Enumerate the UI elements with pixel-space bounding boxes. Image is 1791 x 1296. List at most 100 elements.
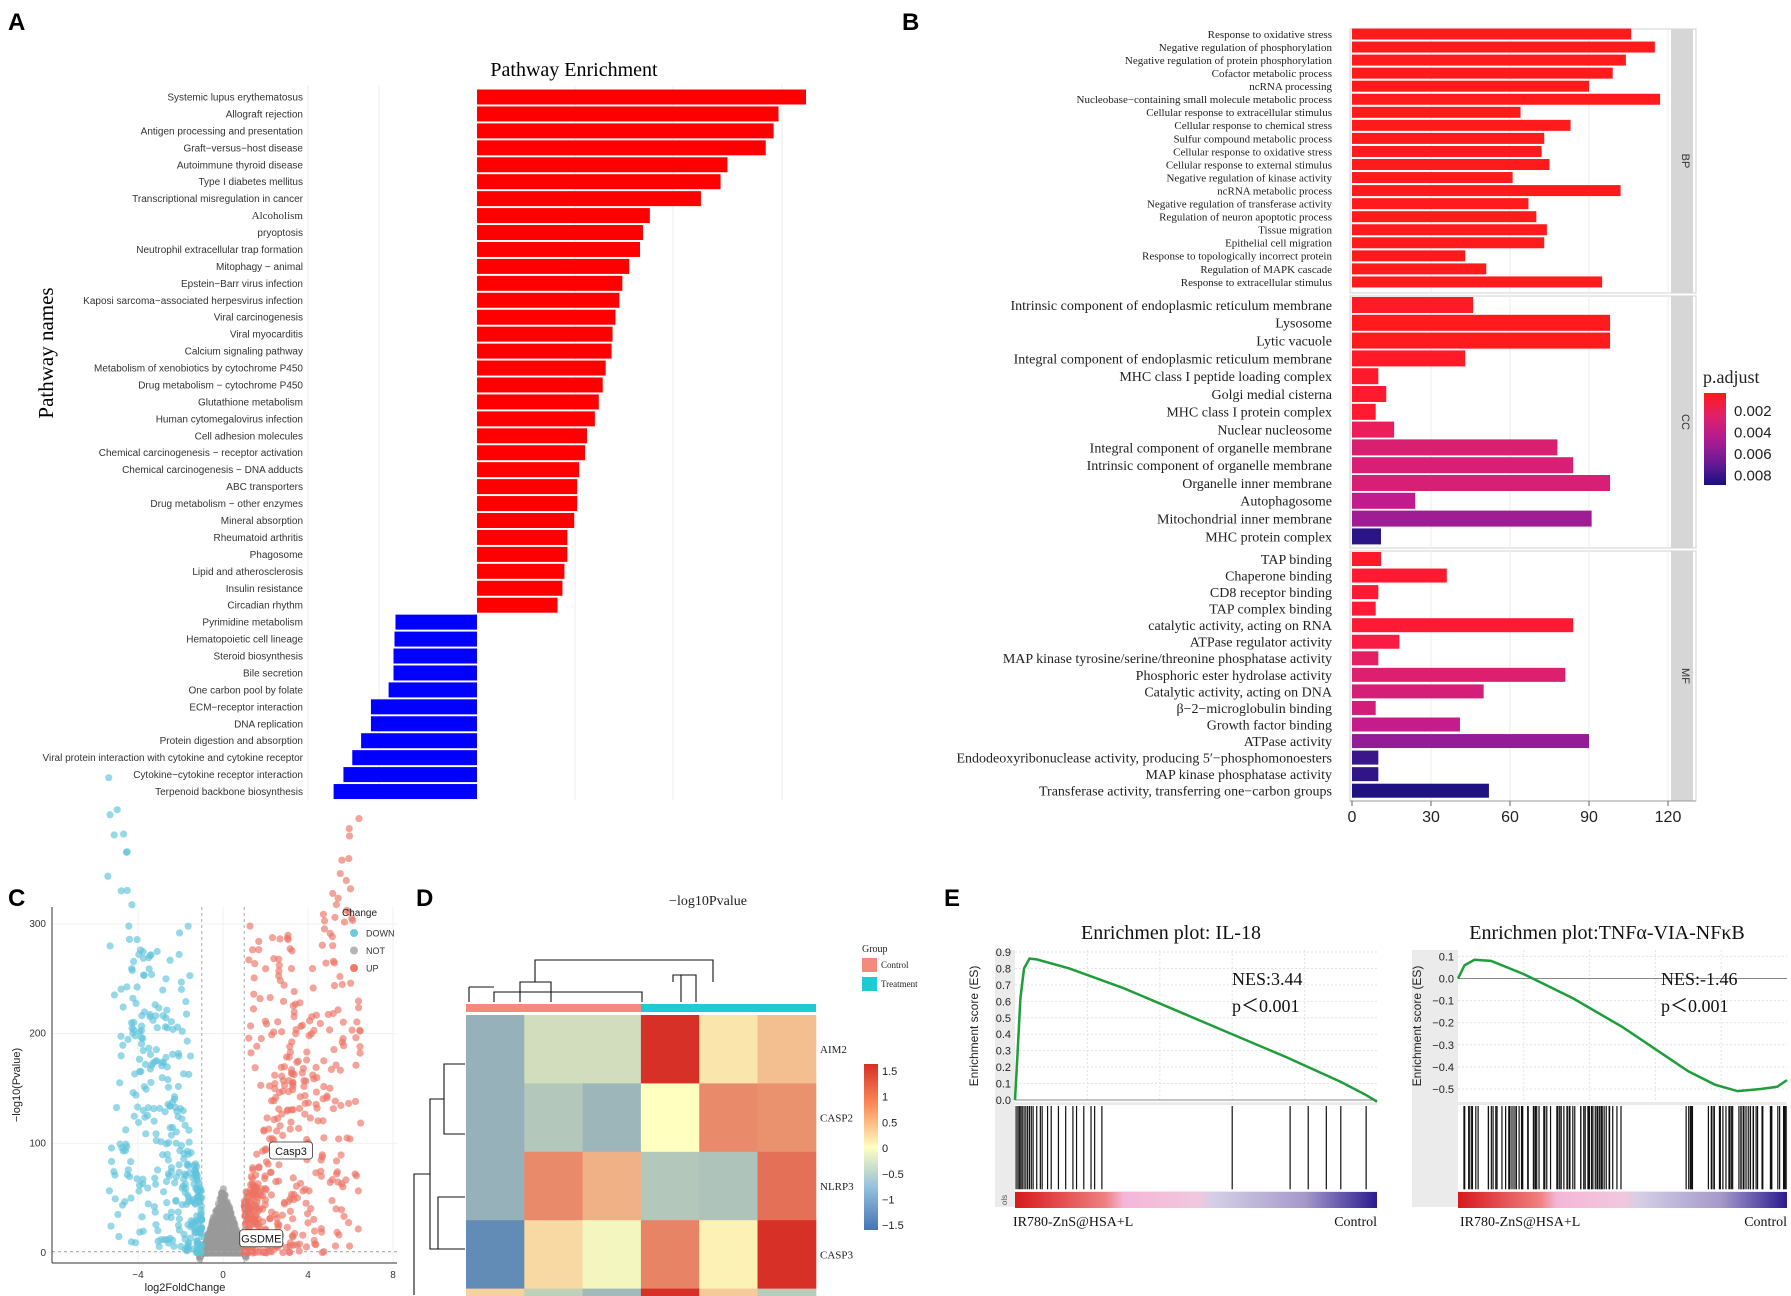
left-phenotype-label: IR780-ZnS@HSA+L: [1013, 1215, 1133, 1230]
scatter-point-c: [275, 1161, 283, 1169]
scatter-point-c: [107, 1222, 115, 1230]
tick-label-b-mf-10: Growth factor binding: [1207, 718, 1332, 733]
scatter-point-c: [150, 1105, 158, 1113]
scatter-point-c: [115, 1232, 123, 1241]
rank-bar: [1458, 1192, 1787, 1208]
tick-label-b-bp-8: Sulfur compound metabolic process: [1173, 133, 1332, 145]
bar-b-bp-11: [1352, 172, 1513, 184]
scatter-point-c: [302, 1056, 311, 1064]
scatter-point-c: [113, 806, 121, 814]
scatter-point-c: [310, 1215, 318, 1224]
scatter-point-c: [230, 1232, 238, 1240]
scatter-point-c: [305, 1187, 313, 1195]
bar-b-bp-18: [1352, 263, 1487, 275]
scatter-point-c: [245, 956, 253, 964]
group-legend-label-1: Treatment: [881, 979, 918, 989]
bar-a-18: [477, 394, 599, 410]
annotation-label-c-0: Casp3: [275, 1146, 307, 1158]
scatter-point-c: [342, 1176, 350, 1184]
pvalue-label: p＜0.001: [1661, 996, 1729, 1016]
heat-scale-tick-4: −0.5: [882, 1169, 904, 1181]
scatter-point-c: [339, 1018, 347, 1026]
scatter-point-c: [220, 1248, 228, 1256]
scatter-point-c: [332, 901, 340, 909]
tick-label-a-10: Mitophagy − animal: [216, 262, 303, 273]
scatter-point-c: [158, 1074, 166, 1082]
tick-label-a-28: Lipid and atherosclerosis: [192, 567, 303, 578]
scatter-point-c: [330, 1045, 338, 1054]
x-tick-label-b-4: 120: [1655, 809, 1682, 826]
scatter-point-c: [279, 1248, 287, 1257]
bar-a-34: [393, 665, 477, 681]
scatter-point-c: [279, 1131, 287, 1140]
group-bar-treatment: [641, 1004, 816, 1012]
scatter-point-c: [285, 1248, 293, 1256]
scatter-point-c: [232, 1249, 241, 1257]
scatter-point-c: [305, 1017, 314, 1025]
scatter-point-c: [260, 1126, 268, 1134]
scatter-point-c: [117, 887, 125, 895]
scatter-point-c: [223, 1212, 232, 1221]
scatter-point-c: [255, 937, 263, 946]
bar-a-4: [477, 157, 728, 173]
nes-label: NES:3.44: [1232, 969, 1303, 989]
scatter-point-c: [133, 983, 141, 991]
heatmap-cell: [757, 1151, 817, 1221]
legend-label-c-2: UP: [366, 964, 379, 974]
rank-bar: [1015, 1192, 1377, 1208]
bar-a-24: [477, 496, 578, 512]
scatter-point-c: [345, 832, 354, 840]
scatter-point-c: [135, 1055, 144, 1063]
scatter-point-c: [289, 1233, 297, 1241]
hits-area: [1015, 1105, 1377, 1191]
scatter-point-c: [320, 1134, 328, 1142]
legend-label-c-0: DOWN: [366, 929, 395, 939]
tick-label-a-16: Metabolism of xenobiotics by cytochrome …: [94, 364, 303, 375]
scatter-point-c: [275, 1177, 283, 1185]
scatter-point-c: [275, 1105, 283, 1113]
bar-b-cc-0: [1352, 297, 1474, 313]
scatter-point-c: [335, 1135, 343, 1143]
tick-label-a-34: Bile secretion: [243, 668, 303, 679]
legend-tick-b-3: 0.008: [1734, 468, 1772, 485]
tick-label-b-mf-6: MAP kinase tyrosine/serine/threonine pho…: [1003, 652, 1332, 667]
scatter-point-c: [132, 1091, 140, 1099]
scatter-point-c: [226, 1204, 234, 1212]
y-tick-label-e1-5: 0.4: [996, 1029, 1011, 1041]
hits-area: [1458, 1105, 1787, 1191]
scatter-point-c: [352, 1034, 360, 1042]
scatter-point-c: [328, 932, 336, 941]
scatter-point-c: [216, 1234, 224, 1243]
scatter-point-c: [325, 1026, 334, 1034]
bar-a-6: [477, 191, 701, 207]
right-phenotype-label: Control: [1334, 1215, 1377, 1230]
bar-a-40: [343, 767, 477, 783]
tick-label-b-bp-12: ncRNA metabolic process: [1217, 185, 1332, 197]
scatter-point-c: [344, 1219, 353, 1227]
scatter-point-c: [320, 1057, 328, 1065]
scatter-point-c: [166, 956, 174, 964]
scatter-point-c: [336, 869, 344, 878]
tick-label-a-9: Neutrophil extracellular trap formation: [136, 245, 303, 256]
scatter-point-c: [147, 1078, 155, 1087]
scatter-point-c: [127, 1158, 135, 1166]
tick-label-a-19: Human cytomegalovirus infection: [156, 414, 303, 425]
panel-letter-b: B: [902, 9, 919, 36]
heatmap-cell: [582, 1083, 642, 1153]
scatter-point-c: [332, 1157, 341, 1165]
scatter-point-c: [133, 1175, 141, 1183]
panel-letter-a: A: [8, 9, 25, 36]
scatter-point-c: [278, 1211, 287, 1219]
bar-a-28: [477, 563, 565, 579]
scatter-point-c: [274, 1018, 282, 1026]
scatter-point-c: [162, 1213, 171, 1221]
scatter-point-c: [268, 934, 277, 942]
scatter-point-c: [312, 1063, 320, 1071]
y-axis-label-c: −log10(Pvalue): [11, 1048, 23, 1122]
scatter-point-c: [256, 1246, 264, 1254]
scatter-point-c: [329, 957, 338, 965]
scatter-point-c: [111, 1195, 119, 1203]
scatter-point-c: [287, 1118, 295, 1126]
heatmap-cell: [757, 1083, 817, 1153]
tick-label-b-bp-10: Cellular response to external stimulus: [1166, 159, 1332, 171]
